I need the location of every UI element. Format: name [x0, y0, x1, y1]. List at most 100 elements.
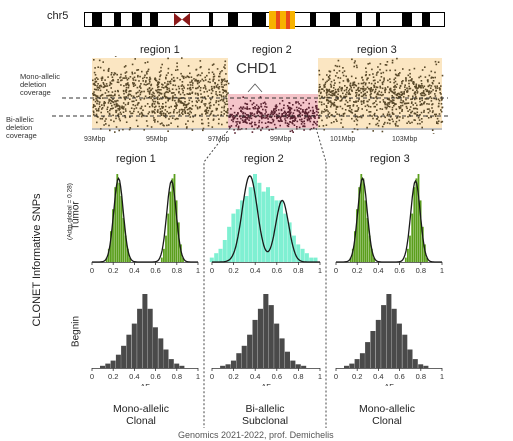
- coverage-point: [220, 94, 223, 97]
- coverage-point: [418, 76, 420, 79]
- coverage-point: [151, 105, 154, 108]
- deleted-coverage-point: [302, 109, 304, 111]
- deleted-coverage-point: [236, 113, 238, 116]
- coverage-point: [359, 116, 361, 118]
- coverage-point: [183, 103, 185, 105]
- deleted-coverage-point: [286, 111, 289, 113]
- coverage-point: [222, 95, 225, 98]
- chromosome-label: chr5: [47, 10, 69, 22]
- coverage-point: [164, 95, 166, 98]
- coverage-point: [437, 120, 440, 122]
- coverage-point: [342, 74, 345, 77]
- coverage-point: [181, 84, 184, 86]
- coverage-point: [400, 94, 403, 96]
- coverage-point: [223, 66, 225, 68]
- coverage-point: [352, 84, 354, 86]
- coverage-point: [419, 85, 422, 87]
- deleted-coverage-point: [301, 121, 304, 123]
- coverage-point: [152, 110, 154, 113]
- coverage-point: [333, 92, 335, 94]
- coverage-point: [195, 78, 197, 81]
- histogram-bar: [426, 257, 428, 262]
- histogram-bar: [222, 240, 227, 262]
- coverage-point: [108, 98, 110, 101]
- deleted-coverage-point: [291, 122, 294, 125]
- coverage-point: [345, 75, 347, 78]
- deleted-coverage-point: [293, 120, 296, 122]
- coverage-point: [224, 80, 226, 82]
- coverage-point: [329, 105, 332, 108]
- deleted-coverage-point: [272, 119, 275, 121]
- coverage-point: [327, 99, 330, 102]
- coverage-point: [326, 94, 328, 96]
- coverage-point: [164, 82, 166, 84]
- coverage-point: [322, 125, 325, 127]
- coverage-point: [171, 117, 174, 119]
- coverage-point: [148, 93, 151, 95]
- coverage-point: [402, 80, 404, 82]
- coverage-point: [187, 84, 189, 86]
- coverage-point: [396, 83, 398, 86]
- coverage-point: [114, 94, 116, 97]
- coverage-point: [96, 99, 98, 101]
- footer-text: Genomics 2021-2022, prof. Demichelis: [178, 430, 334, 440]
- deleted-coverage-point: [306, 116, 309, 118]
- coverage-point: [382, 71, 385, 74]
- coverage-point: [368, 111, 370, 113]
- coverage-point: [329, 74, 331, 77]
- coverage-point: [383, 79, 385, 81]
- coverage-point: [189, 81, 191, 84]
- coverage-point: [347, 105, 350, 107]
- coverage-point: [358, 98, 360, 101]
- coverage-point: [197, 86, 199, 89]
- coverage-point: [374, 82, 376, 85]
- top-region-1-title: region 1: [140, 44, 180, 56]
- coverage-point: [330, 85, 333, 87]
- coverage-point: [220, 81, 223, 84]
- coverage-point: [154, 119, 156, 121]
- deleted-coverage-point: [283, 104, 285, 107]
- histogram-bar: [105, 257, 108, 262]
- coverage-point: [219, 99, 222, 102]
- coverage-point: [415, 83, 418, 86]
- coverage-point: [420, 87, 422, 89]
- coverage-point: [355, 101, 358, 103]
- deleted-coverage-point: [312, 109, 314, 112]
- coverage-point: [181, 81, 184, 83]
- deleted-coverage-point: [274, 108, 276, 110]
- coverage-point: [395, 86, 398, 88]
- coverage-point: [344, 95, 347, 98]
- coverage-point: [187, 120, 189, 122]
- coverage-point: [421, 103, 423, 106]
- coverage-point: [369, 114, 371, 117]
- coverage-point: [190, 88, 192, 91]
- coverage-point: [151, 93, 153, 96]
- coverage-point: [143, 83, 146, 86]
- deleted-coverage-point: [268, 129, 270, 131]
- deleted-coverage-point: [232, 118, 235, 121]
- coverage-point: [137, 102, 139, 104]
- coverage-point: [127, 101, 130, 104]
- coverage-point: [430, 97, 433, 100]
- coverage-point: [332, 87, 335, 89]
- coverage-point: [172, 80, 175, 82]
- x-tick-label: 0.6: [272, 266, 282, 275]
- coverage-point: [225, 110, 227, 113]
- histogram-bar: [182, 257, 184, 262]
- coverage-point: [381, 108, 384, 110]
- coverage-point: [338, 113, 340, 116]
- deleted-coverage-point: [262, 116, 264, 119]
- coverage-point: [155, 105, 157, 108]
- deleted-coverage-point: [247, 116, 249, 118]
- coverage-point: [93, 91, 95, 93]
- deleted-coverage-point: [242, 121, 244, 123]
- top-tick-5: 103Mbp: [392, 136, 418, 143]
- coverage-point: [136, 86, 139, 89]
- coverage-point: [222, 91, 224, 94]
- deleted-coverage-point: [303, 122, 306, 125]
- coverage-point: [376, 97, 378, 100]
- coverage-point: [157, 109, 159, 111]
- coverage-point: [194, 114, 197, 116]
- deleted-coverage-point: [253, 113, 256, 115]
- coverage-point: [436, 117, 439, 120]
